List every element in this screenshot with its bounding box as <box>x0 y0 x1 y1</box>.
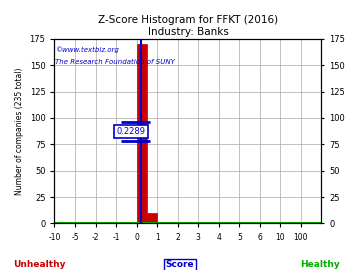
Text: ©www.textbiz.org: ©www.textbiz.org <box>55 47 120 53</box>
Text: Healthy: Healthy <box>301 260 340 269</box>
Bar <box>147 213 157 224</box>
Text: The Research Foundation of SUNY: The Research Foundation of SUNY <box>55 59 175 65</box>
Text: Unhealthy: Unhealthy <box>13 260 66 269</box>
Text: 0.2289: 0.2289 <box>117 127 145 136</box>
Y-axis label: Number of companies (235 total): Number of companies (235 total) <box>15 68 24 195</box>
Title: Z-Score Histogram for FFKT (2016)
Industry: Banks: Z-Score Histogram for FFKT (2016) Indust… <box>98 15 278 37</box>
Text: Score: Score <box>166 260 194 269</box>
Bar <box>137 44 147 224</box>
